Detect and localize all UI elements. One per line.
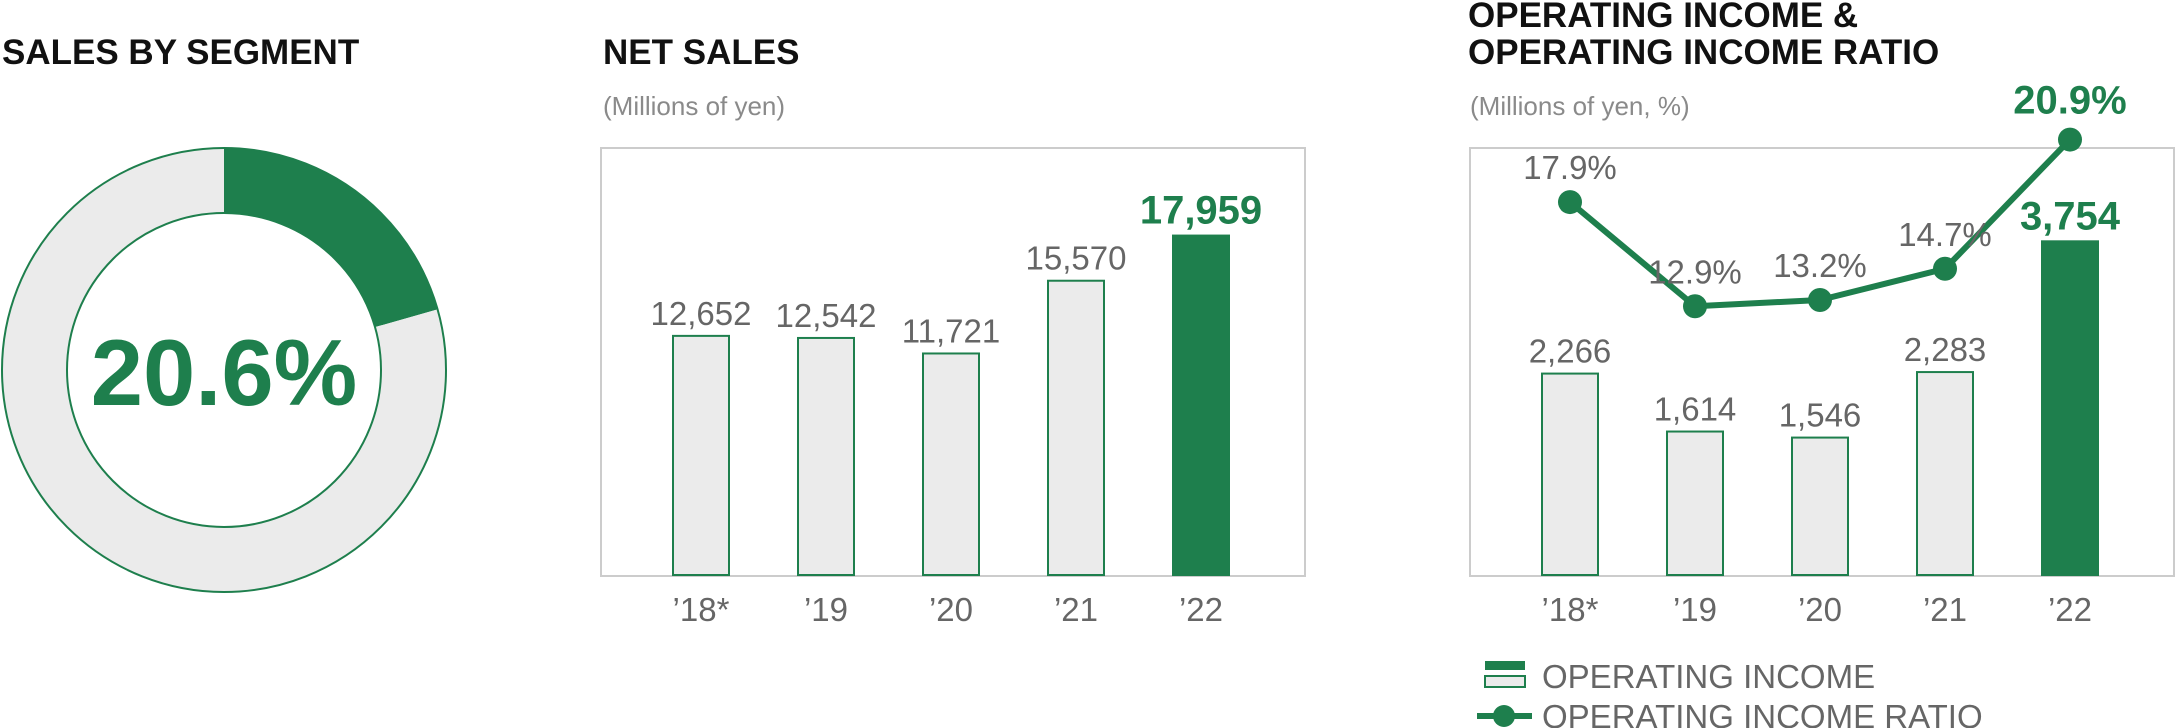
net-sales-unit: (Millions of yen) (603, 91, 785, 121)
segment-panel: SALES BY SEGMENT 20.6% (1, 33, 447, 593)
operating-income-bar-4 (2041, 240, 2099, 577)
operating-income-value-label-0: 2,266 (1529, 333, 1612, 370)
donut-slice-0 (224, 148, 438, 328)
net-sales-value-label-2: 11,721 (902, 312, 1000, 349)
segment-value-label: 20.6% (91, 320, 358, 425)
ratio-value-label-2: 13.2% (1773, 247, 1867, 284)
net-sales-title: NET SALES (603, 33, 799, 72)
net-sales-value-label-1: 12,542 (776, 297, 877, 334)
operating-title-line1: OPERATING INCOME & (1468, 0, 1858, 35)
ratio-point-3 (1933, 256, 1957, 281)
operating-income-value-label-4: 3,754 (2020, 194, 2121, 238)
segment-title: SALES BY SEGMENT (2, 33, 359, 72)
ratio-value-label-3: 14.7% (1898, 216, 1992, 253)
net-sales-panel: NET SALES (Millions of yen) 12,652 12,542… (600, 33, 1306, 628)
ratio-point-4 (2058, 127, 2082, 152)
donut-inner-ring (66, 212, 382, 528)
operating-income-value-label-2: 1,546 (1779, 397, 1862, 434)
segment-donut (1, 147, 447, 593)
net-sales-value-label-4: 17,959 (1140, 189, 1262, 233)
operating-tick-1: ’19 (1673, 591, 1717, 628)
net-sales-bar-4 (1172, 234, 1230, 577)
operating-ratio-line: 17.9% 12.9% 13.2% 14.7% 20.9% (1523, 79, 2127, 319)
operating-income-bar-2 (1791, 436, 1849, 577)
net-sales-bar-3 (1047, 279, 1105, 576)
net-sales-bar-0 (672, 334, 730, 576)
net-sales-bar-1 (797, 336, 855, 576)
operating-title-line2: OPERATING INCOME RATIO (1468, 33, 1939, 72)
ratio-value-label-1: 12.9% (1648, 253, 1742, 290)
net-sales-tick-3: ’21 (1054, 591, 1098, 628)
operating-tick-3: ’21 (1923, 591, 1967, 628)
net-sales-tick-0: ’18* (673, 591, 730, 628)
net-sales-value-label-0: 12,652 (651, 295, 752, 332)
net-sales-bars: 12,652 12,542 11,721 15,570 17,959 ’18* ’19 ’20… (651, 189, 1263, 628)
operating-income-bar-3 (1916, 371, 1974, 577)
donut-outer-ring (1, 147, 447, 593)
net-sales-tick-2: ’20 (929, 591, 973, 628)
operating-income-bar-0 (1541, 372, 1599, 577)
operating-income-bar-1 (1666, 430, 1724, 576)
ratio-point-0 (1558, 190, 1582, 215)
legend-income-label: OPERATING INCOME (1542, 658, 1875, 695)
legend-ratio-label: OPERATING INCOME RATIO (1542, 698, 1983, 728)
net-sales-tick-4: ’22 (1179, 591, 1223, 628)
operating-panel: OPERATING INCOME & OPERATING INCOME RATI… (1468, 0, 2175, 728)
legend-income-swatch (1484, 661, 1526, 688)
operating-income-value-label-1: 1,614 (1654, 391, 1737, 428)
ratio-point-1 (1683, 294, 1707, 319)
net-sales-bar-2 (922, 352, 980, 577)
operating-income-bars: 2,266 1,614 1,546 2,283 3,754 ’18* ’19 ’20 ’21 ’2… (1529, 194, 2121, 628)
operating-unit: (Millions of yen, %) (1470, 91, 1690, 121)
legend-ratio-swatch (1477, 705, 1532, 727)
ratio-point-2 (1808, 288, 1832, 312)
operating-tick-2: ’20 (1798, 591, 1842, 628)
operating-income-value-label-3: 2,283 (1904, 331, 1987, 368)
operating-legend: OPERATING INCOME OPERATING INCOME RATIO (1477, 658, 1983, 728)
operating-tick-4: ’22 (2048, 591, 2092, 628)
ratio-value-label-4: 20.9% (2013, 79, 2126, 123)
net-sales-value-label-3: 15,570 (1026, 240, 1127, 277)
operating-tick-0: ’18* (1542, 591, 1599, 628)
ratio-value-label-0: 17.9% (1523, 149, 1617, 186)
net-sales-tick-1: ’19 (804, 591, 848, 628)
